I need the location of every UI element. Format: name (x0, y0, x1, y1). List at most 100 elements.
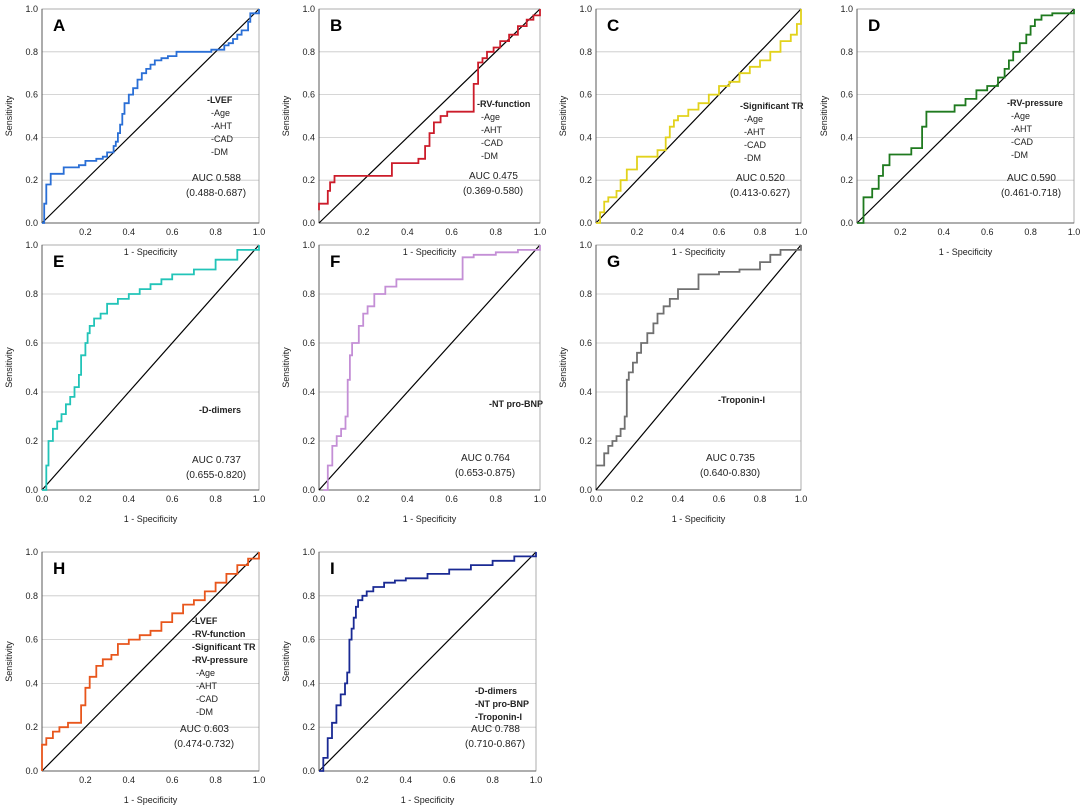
x-tick-label: 1.0 (795, 227, 808, 237)
x-tick-label: 0.8 (490, 227, 503, 237)
x-tick-label: 0.6 (166, 227, 179, 237)
panel-letter: E (53, 252, 64, 271)
legend-item: -LVEF (207, 95, 233, 105)
x-tick-label: 0.8 (209, 494, 222, 504)
x-tick-label: 0.4 (401, 494, 414, 504)
legend-item: -NT pro-BNP (489, 399, 543, 409)
x-tick-label: 0.6 (443, 775, 456, 785)
x-tick-label: 1.0 (253, 494, 266, 504)
y-tick-label: 1.0 (302, 240, 315, 250)
y-tick-label: 0.8 (25, 289, 38, 299)
y-tick-label: 0.8 (302, 47, 315, 57)
y-tick-label: 0.2 (302, 436, 315, 446)
reference-diagonal (318, 8, 541, 224)
auc-confidence-interval: (0.474-0.732) (174, 739, 234, 750)
legend-item: -Significant TR (740, 101, 804, 111)
legend-item: -CAD (1011, 137, 1033, 147)
auc-value: AUC 0.764 (461, 453, 510, 464)
y-tick-label: 0.6 (302, 635, 315, 645)
y-axis-label: Sensitivity (558, 347, 568, 388)
x-tick-label: 0.2 (631, 494, 644, 504)
reference-diagonal (41, 244, 260, 491)
y-tick-label: 0.2 (840, 175, 853, 185)
auc-confidence-interval: (0.653-0.875) (455, 468, 515, 479)
legend-item: -Age (481, 112, 500, 122)
x-tick-label: 0.4 (400, 775, 413, 785)
x-tick-label: 0.2 (79, 227, 92, 237)
x-tick-label: 1.0 (253, 227, 266, 237)
x-tick-label: 1.0 (534, 494, 547, 504)
panel-letter: I (330, 559, 335, 578)
x-tick-label: 0.6 (981, 227, 994, 237)
y-tick-label: 0.4 (302, 132, 315, 142)
y-tick-label: 1.0 (302, 4, 315, 14)
x-tick-label: 0.2 (79, 494, 92, 504)
auc-value: AUC 0.588 (192, 173, 241, 184)
y-tick-label: 0.4 (25, 678, 38, 688)
x-tick-label: 0.0 (590, 494, 603, 504)
x-tick-label: 0.6 (713, 494, 726, 504)
y-tick-label: 1.0 (25, 4, 38, 14)
y-tick-label: 0.8 (579, 47, 592, 57)
reference-diagonal (41, 551, 260, 772)
roc-panel-i: 0.0 0.2 0.4 0.6 0.8 1.0 0.2 0.4 0.6 0.8 1.0 1 - Spe… (281, 547, 542, 805)
auc-confidence-interval: (0.461-0.718) (1001, 188, 1061, 199)
auc-confidence-interval: (0.413-0.627) (730, 188, 790, 199)
y-tick-label: 0.8 (25, 47, 38, 57)
legend-item: -RV-pressure (1007, 98, 1063, 108)
y-tick-label: 0.6 (25, 90, 38, 100)
roc-panel-h: 0.0 0.2 0.4 0.6 0.8 1.0 0.2 0.4 0.6 0.8 1.0 1 - Spe… (4, 547, 265, 805)
y-tick-label: 0.0 (302, 485, 315, 495)
y-tick-label: 0.0 (302, 766, 315, 776)
panel-letter: D (868, 16, 880, 35)
auc-confidence-interval: (0.369-0.580) (463, 186, 523, 197)
x-tick-label: 0.8 (209, 775, 222, 785)
y-tick-label: 0.2 (25, 436, 38, 446)
x-tick-label: 0.2 (631, 227, 644, 237)
legend-item: -Age (1011, 111, 1030, 121)
y-tick-label: 0.4 (302, 678, 315, 688)
y-tick-label: 1.0 (840, 4, 853, 14)
legend-item: -CAD (211, 134, 233, 144)
x-axis-label: 1 - Specificity (124, 247, 178, 257)
y-tick-label: 0.4 (25, 132, 38, 142)
x-tick-label: 1.0 (534, 227, 547, 237)
y-tick-label: 0.2 (579, 175, 592, 185)
legend-item: -Troponin-I (718, 395, 765, 405)
x-axis-label: 1 - Specificity (401, 795, 455, 805)
legend-item: -Age (211, 108, 230, 118)
x-tick-label: 0.8 (754, 494, 767, 504)
y-tick-label: 1.0 (579, 240, 592, 250)
y-tick-label: 0.2 (579, 436, 592, 446)
panel-letter: H (53, 559, 65, 578)
x-tick-label: 0.6 (713, 227, 726, 237)
legend-item: -Age (196, 668, 215, 678)
y-tick-label: 0.2 (25, 722, 38, 732)
x-tick-label: 1.0 (530, 775, 543, 785)
legend-item: -Troponin-I (475, 712, 522, 722)
y-tick-label: 1.0 (302, 547, 315, 557)
reference-diagonal (41, 8, 260, 224)
auc-confidence-interval: (0.655-0.820) (186, 470, 246, 481)
legend-item: -RV-pressure (192, 655, 248, 665)
y-tick-label: 0.0 (25, 766, 38, 776)
auc-value: AUC 0.475 (469, 171, 518, 182)
y-tick-label: 1.0 (25, 547, 38, 557)
x-tick-label: 0.8 (1024, 227, 1037, 237)
reference-diagonal (856, 8, 1075, 224)
x-tick-label: 0.2 (357, 494, 370, 504)
auc-value: AUC 0.603 (180, 724, 229, 735)
y-tick-label: 0.0 (302, 218, 315, 228)
y-tick-label: 0.0 (579, 485, 592, 495)
legend-item: -D-dimers (199, 405, 241, 415)
legend-item: -DM (481, 151, 498, 161)
roc-panel-a: 0.0 0.2 0.4 0.6 0.8 1.0 0.2 0.4 0.6 0.8 1.0 1 - Spe… (4, 4, 265, 257)
auc-confidence-interval: (0.640-0.830) (700, 468, 760, 479)
x-axis-label: 1 - Specificity (939, 247, 993, 257)
y-tick-label: 0.4 (579, 387, 592, 397)
panel-letter: A (53, 16, 65, 35)
panel-letter: G (607, 252, 620, 271)
auc-confidence-interval: (0.488-0.687) (186, 188, 246, 199)
x-tick-label: 0.2 (357, 227, 370, 237)
